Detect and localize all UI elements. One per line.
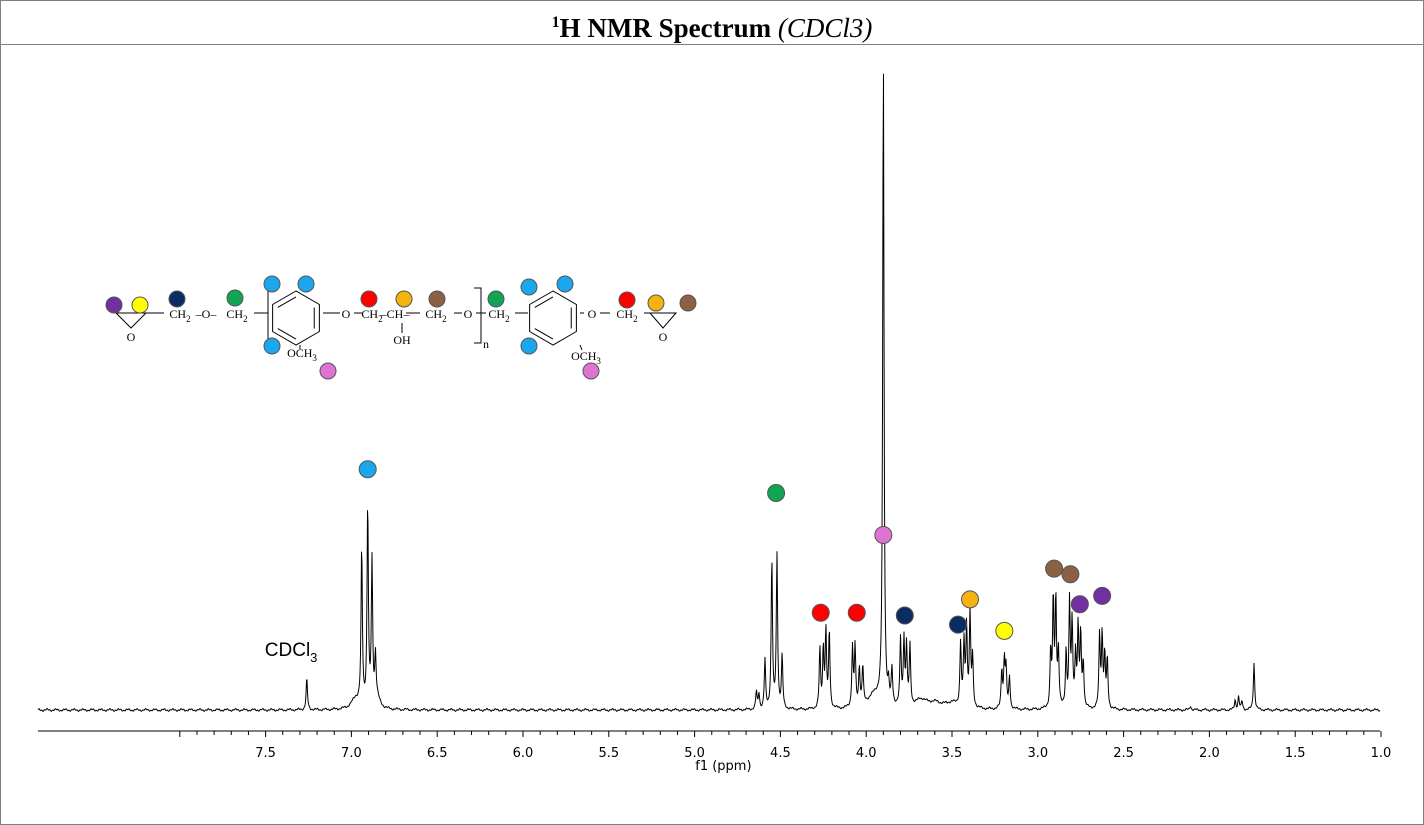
ring-double-bond — [277, 296, 297, 308]
light-blue-structure-marker — [520, 278, 538, 296]
red-assignment-marker — [811, 603, 830, 622]
x-tick-label: 3.5 — [942, 746, 963, 761]
navy-assignment-marker — [949, 615, 968, 634]
bracket-right — [474, 287, 482, 344]
ch2-label: CH2 — [425, 307, 446, 324]
repeat-n-label: n — [483, 337, 489, 351]
bracket-left — [267, 287, 275, 344]
ch2-label: CH2 — [616, 307, 637, 324]
aromatic-ring-1 — [272, 290, 320, 346]
x-tick-label: 5.0 — [684, 746, 705, 761]
title-solvent: (CDCl3) — [777, 13, 873, 43]
navy-assignment-marker — [895, 606, 914, 625]
brown-structure-marker — [428, 290, 446, 308]
green-structure-marker — [226, 289, 244, 307]
x-ticks: 7.5 7.0 6.5 6.0 5.5 5.0 4.5 4.0 3.5 3.0 2.5 2.0 1.5 1… — [179, 731, 1392, 761]
title-main: H NMR Spectrum — [559, 13, 772, 43]
oxygen-link: –O– — [195, 307, 218, 321]
x-tick-label: 7.5 — [255, 746, 276, 761]
red-assignment-marker — [847, 603, 866, 622]
hydroxyl-label: OH — [393, 333, 411, 347]
pink-structure-marker — [582, 362, 600, 380]
x-tick-label: 1.5 — [1285, 746, 1306, 761]
aromatic-ring-2 — [529, 290, 577, 346]
ch2-label: CH2 — [169, 307, 190, 324]
green-assignment-marker — [767, 484, 786, 502]
oxygen-link: O — [342, 307, 351, 321]
ring-double-bond — [534, 328, 554, 340]
yellow-assignment-marker — [995, 621, 1014, 640]
bond — [579, 344, 583, 351]
x-tick-label: 4.0 — [856, 746, 877, 761]
methoxy-label: OCH3 — [571, 349, 601, 366]
red-structure-marker — [360, 290, 378, 308]
x-tick-label: 7.0 — [341, 746, 362, 761]
ch-label: –CH– — [380, 307, 411, 321]
solvent-label-sub: 3 — [310, 650, 317, 665]
x-tick-label: 1.0 — [1371, 746, 1392, 761]
brown-assignment-marker — [1045, 559, 1064, 578]
light-blue-structure-marker — [520, 337, 538, 355]
light-blue-structure-marker — [263, 275, 281, 293]
spectrum-trace — [37, 73, 1381, 713]
brown-assignment-marker — [1061, 565, 1080, 584]
x-axis-label: f1 (ppm) — [695, 759, 751, 774]
light-blue-structure-marker — [263, 337, 281, 355]
orange-assignment-marker — [961, 590, 980, 609]
purple-structure-marker — [105, 296, 123, 314]
x-tick-label: 4.5 — [770, 746, 791, 761]
assignment-markers — [358, 460, 1112, 640]
solvent-label-text: CDCl3 — [265, 640, 318, 665]
brown-structure-marker — [679, 294, 697, 312]
chart-title: 1H NMR Spectrum (CDCl3) — [552, 13, 873, 43]
yellow-structure-marker — [131, 296, 149, 314]
x-tick-label: 2.0 — [1199, 746, 1220, 761]
methoxy-label: OCH3 — [287, 346, 317, 363]
epoxide-left — [115, 312, 148, 329]
pink-structure-marker — [319, 362, 337, 380]
purple-assignment-marker — [1093, 586, 1112, 605]
x-tick-label: 2.5 — [1113, 746, 1134, 761]
epoxide-right — [649, 312, 678, 329]
oxygen-link: O — [464, 307, 473, 321]
ring-double-bond — [534, 296, 554, 308]
light-blue-structure-marker — [297, 275, 315, 293]
x-tick-label: 3.0 — [1027, 746, 1048, 761]
ch2-label: CH2 — [488, 307, 509, 324]
orange-structure-marker — [647, 294, 665, 312]
purple-assignment-marker — [1070, 595, 1089, 614]
ring-double-bond — [277, 328, 297, 340]
orange-structure-marker — [395, 290, 413, 308]
epoxide-oxygen: O — [659, 330, 668, 344]
light-blue-structure-marker — [556, 275, 574, 293]
solvent-label-main: CDCl — [265, 640, 310, 661]
green-structure-marker — [487, 290, 505, 308]
ch2-label: CH2 — [361, 307, 382, 324]
x-tick-label: 5.5 — [598, 746, 619, 761]
epoxide-oxygen: O — [127, 330, 136, 344]
pink-assignment-marker — [874, 526, 893, 544]
x-tick-label: 6.0 — [513, 746, 534, 761]
light-blue-assignment-marker — [358, 460, 377, 479]
ch2-label: CH2 — [226, 307, 247, 324]
navy-structure-marker — [168, 290, 186, 308]
title-bar: 1H NMR Spectrum (CDCl3) — [1, 1, 1423, 45]
x-tick-label: 6.5 — [427, 746, 448, 761]
red-structure-marker — [618, 291, 636, 309]
title-superscript: 1 — [551, 14, 560, 31]
solvent-label: CDCl3 — [265, 640, 318, 665]
oxygen-link: O — [588, 307, 597, 321]
